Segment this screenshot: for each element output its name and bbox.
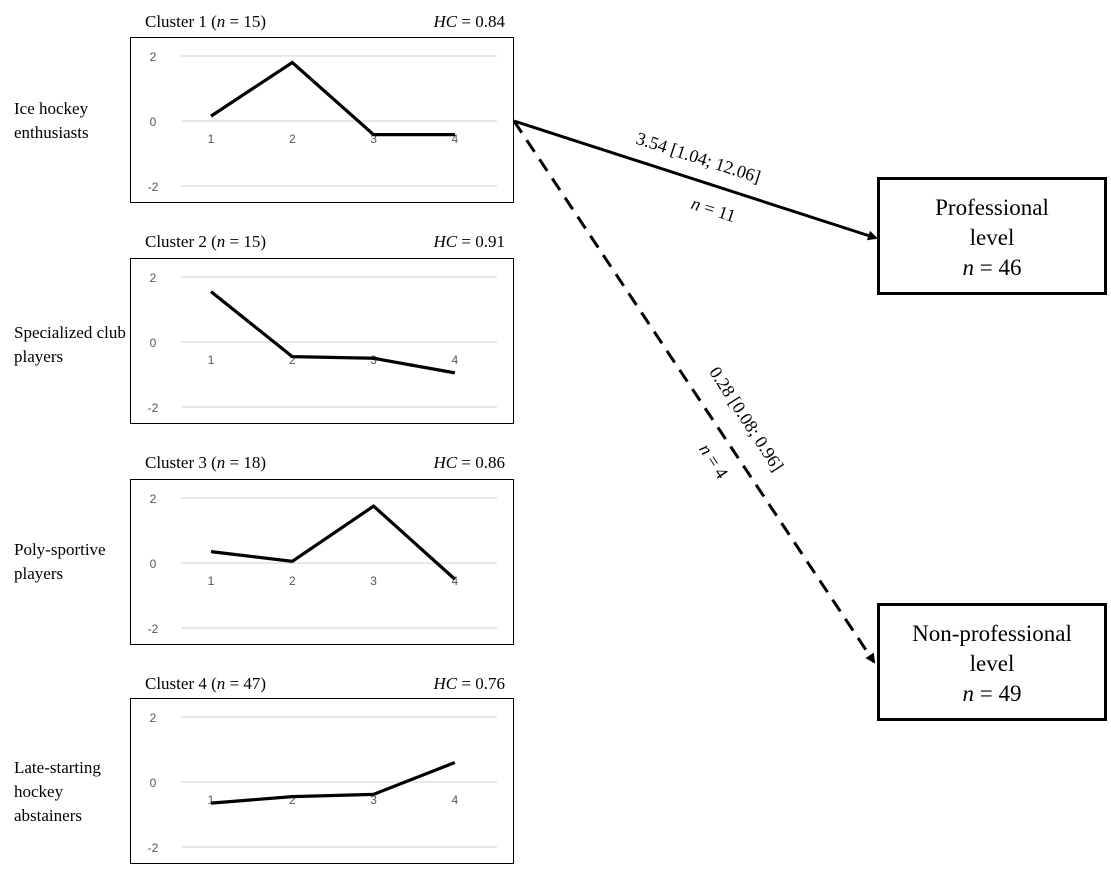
cluster-3-profile-line <box>210 504 456 581</box>
x-tick-label: 3 <box>370 574 377 588</box>
cluster-4-chart: 2 0 -2 1 2 3 4 <box>130 698 514 864</box>
x-tick-label: 4 <box>452 132 459 146</box>
x-tick-label: 3 <box>370 793 377 807</box>
y-tick-label: 2 <box>150 271 157 285</box>
x-tick-label: 4 <box>452 793 459 807</box>
x-tick-label: 2 <box>289 132 296 146</box>
cluster-1-hc: HC = 0.84 <box>433 12 505 31</box>
professional-level-box: Professional level n = 46 <box>877 177 1107 295</box>
cluster-4-profile-line <box>210 761 456 805</box>
cluster-4-hc: HC = 0.76 <box>433 674 505 693</box>
cluster-1-label: Ice hockey enthusiasts <box>14 99 89 142</box>
y-tick-label: -2 <box>148 841 159 855</box>
x-tick-label: 2 <box>289 793 296 807</box>
x-tick-label: 1 <box>208 132 215 146</box>
x-tick-label: 2 <box>289 574 296 588</box>
y-tick-label: 2 <box>150 50 157 64</box>
x-tick-label: 2 <box>289 353 296 367</box>
x-tick-label: 1 <box>208 793 215 807</box>
y-tick-label: 0 <box>150 557 157 571</box>
y-tick-label: 0 <box>150 336 157 350</box>
y-tick-label: 2 <box>150 492 157 506</box>
cluster-1-profile-line <box>210 60 455 137</box>
x-tick-label: 4 <box>452 353 459 367</box>
x-tick-label: 3 <box>370 132 377 146</box>
nonprofessional-level-box: Non-professional level n = 49 <box>877 603 1107 721</box>
cluster-3-hc: HC = 0.86 <box>433 453 505 472</box>
cluster-1-chart: 2 0 -2 1 2 3 4 <box>130 37 514 203</box>
y-tick-label: 2 <box>150 711 157 725</box>
y-tick-label: -2 <box>148 622 159 636</box>
arrow-to-professional <box>513 119 878 241</box>
cluster-2-label: Specialized club players <box>14 323 126 366</box>
x-tick-label: 1 <box>208 353 215 367</box>
cluster-2-hc: HC = 0.91 <box>433 232 505 251</box>
cluster-2-chart: 2 0 -2 1 2 3 4 <box>130 258 514 424</box>
cluster-3-label: Poly-sportive players <box>14 540 106 583</box>
y-tick-label: -2 <box>148 401 159 415</box>
cluster-3-chart: 2 0 -2 1 2 3 4 <box>130 479 514 645</box>
x-tick-label: 3 <box>370 353 377 367</box>
y-tick-label: 0 <box>150 115 157 129</box>
arrow-to-nonprofessional <box>512 120 876 664</box>
x-tick-label: 1 <box>208 574 215 588</box>
cluster-2-profile-line <box>210 290 456 375</box>
cluster-4-label: Late-starting hockey abstainers <box>14 758 101 825</box>
y-tick-label: 0 <box>150 776 157 790</box>
y-tick-label: -2 <box>148 180 159 194</box>
x-tick-label: 4 <box>452 574 459 588</box>
